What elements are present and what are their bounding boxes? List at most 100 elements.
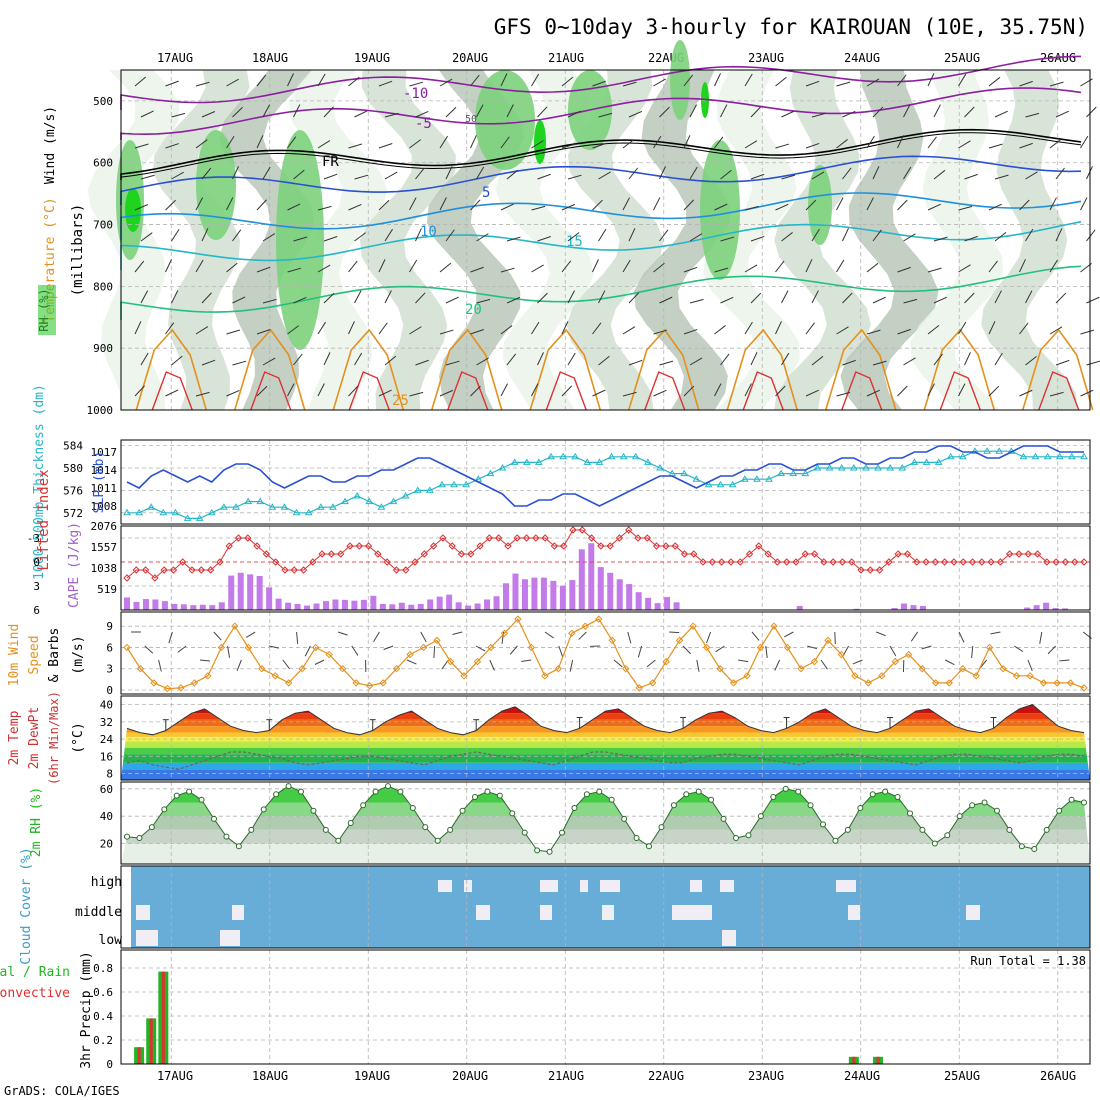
rh-point [235,843,242,850]
wind-barb [592,322,602,335]
li-tick: 0 [33,556,40,569]
isotherm-line [627,328,700,411]
thickness-point [753,475,761,482]
wind-barb [598,290,606,304]
li-point [374,550,382,558]
wind-barb [317,383,325,397]
cape-tick: 1557 [91,541,118,554]
li-point [244,534,252,542]
wind-barb [317,140,331,149]
cloud-cell [232,905,244,920]
wind-barb [592,143,606,149]
isotherm-line [120,265,1082,320]
wind-barb [836,326,849,335]
wind-barb [296,631,299,644]
date-label-19AUG: 19AUG [354,51,390,65]
li-point [522,534,531,542]
rh-high-patch [670,40,690,120]
rh-bands [121,786,1090,864]
thickness-point [934,458,943,465]
wind-barb [195,391,210,397]
li-point [792,558,800,566]
li-tick: 6 [33,604,40,617]
rh-tick: 60 [100,783,113,796]
date-label-23AUG: 23AUG [748,1069,784,1083]
wind-speed-point [810,657,819,666]
li-point [764,550,772,558]
li-point [467,550,475,558]
wind-barb [994,231,1007,242]
precip-tick: 0.8 [93,962,113,975]
panel-frame [120,439,1091,525]
wind-barb [531,321,540,335]
wind-barb [659,360,674,366]
wind-barb [964,173,978,180]
rh-point [670,802,677,809]
wind-barb [622,391,637,397]
wind-barb [897,74,907,87]
wind-barb [433,645,436,658]
cape-bar [142,599,149,610]
wind-barb [1059,659,1070,662]
cape-bar [124,597,130,610]
li-point [485,534,494,542]
isotherm-line [120,220,1082,270]
wind-barb [561,385,573,397]
temp-series [126,704,1085,736]
cape-bar [484,599,491,610]
wind-barb [653,197,661,211]
rh-band [121,829,1090,844]
date-label-24AUG: 24AUG [844,1069,880,1083]
li-point [690,550,698,558]
li-point [253,542,261,550]
precip-conv-bar [852,1056,856,1064]
wind-barb [500,136,510,149]
wind-barb [842,228,849,242]
axis-label: Speed [27,635,42,674]
wind-barb [683,385,695,397]
wind-speed-point [527,643,536,652]
precip-conv-bar [137,1047,141,1064]
wind-barb [1025,290,1033,304]
thickness-point [292,508,301,516]
thickness-point [1080,452,1088,460]
wind-barb [1025,228,1034,242]
wind-barb [836,391,851,397]
li-point [820,558,828,566]
chart-title: GFS 0~10day 3-hourly for KAIROUAN (10E, … [494,15,1088,39]
wind-barb [834,631,836,645]
wind-barb [988,143,1003,149]
rh-point [285,783,292,790]
wind-barb [476,104,484,118]
wind-barb [409,139,421,149]
li-point [504,542,512,550]
wind-speed-point [258,665,266,673]
cape-bar [190,605,197,610]
dewpt-series [126,751,1085,770]
rh-point [422,824,429,831]
thickness-point [135,508,143,516]
wind-speed-point [608,636,616,645]
cloud-cell [540,880,558,892]
wind-barb [927,73,935,87]
wind-barb [866,135,875,149]
wind-barb [613,659,623,668]
wind-barb [293,296,307,304]
rh-point [720,815,727,822]
li-point [829,558,837,566]
axis-label: Convective [0,986,70,1001]
wind-speed-point [689,622,697,630]
wind-barb [262,357,276,366]
cloud-cell [220,930,240,946]
wind-barb [988,76,1001,87]
wind-speed-point [1080,684,1088,692]
wind-barb [384,228,393,242]
wind-barb [452,631,463,635]
wind-barb [1080,135,1089,149]
thickness-tick: 572 [63,507,83,520]
wind-barb [287,203,301,211]
rh-point [273,791,280,798]
cape-bar [910,605,917,610]
rh-point [931,840,938,847]
panel-frame [120,525,1091,611]
